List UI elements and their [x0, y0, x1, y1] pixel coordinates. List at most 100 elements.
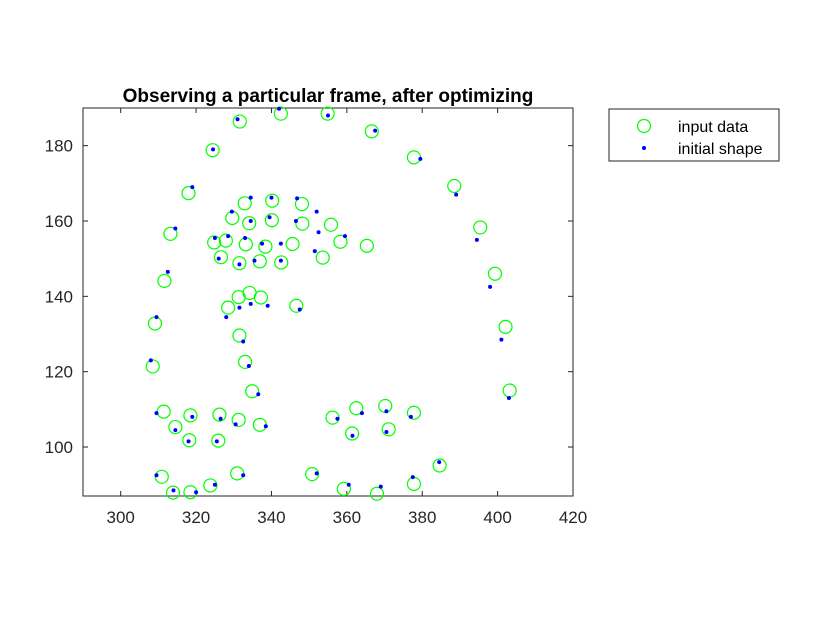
initial-shape-point — [474, 237, 479, 242]
x-axis: 300 320 340 360 380 400 420 — [107, 108, 587, 527]
y-tick-label: 100 — [45, 438, 73, 457]
input-data-point — [381, 422, 396, 437]
initial-shape-point — [410, 475, 415, 480]
input-data-point — [406, 405, 422, 420]
input-data-point — [359, 238, 374, 253]
initial-shape-point — [384, 409, 389, 414]
x-tick-label: 380 — [408, 508, 436, 527]
input-data-point — [264, 213, 279, 228]
initial-shape-point — [314, 209, 319, 214]
input-data-point — [447, 178, 462, 194]
input-data-point — [285, 236, 300, 252]
input-data-point — [487, 266, 503, 281]
y-tick-label: 120 — [45, 363, 73, 382]
input-data-point — [432, 458, 447, 473]
input-data-point — [182, 433, 197, 448]
initial-shape-point — [154, 411, 159, 416]
x-tick-label: 320 — [182, 508, 210, 527]
input-data-point — [183, 408, 198, 423]
initial-shape-point — [312, 249, 317, 254]
x-tick-label: 400 — [483, 508, 511, 527]
input-data-point — [242, 216, 257, 231]
initial-shape-point — [314, 471, 319, 476]
initial-shape-point — [173, 226, 178, 231]
input-data-point — [320, 106, 335, 121]
input-data-point — [232, 114, 247, 129]
y-tick-label: 160 — [45, 212, 73, 231]
initial-shape-point — [248, 301, 253, 306]
x-tick-label: 360 — [333, 508, 361, 527]
initial-shape-point — [263, 424, 268, 429]
input-data-point — [165, 485, 181, 500]
initial-shape-point — [506, 396, 511, 401]
y-tick-label: 140 — [45, 287, 73, 306]
initial-shape-point — [226, 234, 231, 239]
initial-shape-point — [418, 156, 423, 161]
input-data-point — [237, 354, 253, 369]
initial-shape-point — [216, 256, 221, 261]
initial-shape-point — [293, 219, 298, 224]
initial-shape-point — [260, 241, 265, 246]
input-data-point — [333, 234, 348, 249]
input-data-point — [231, 290, 246, 305]
input-data-point — [232, 256, 247, 271]
input-data-point — [323, 217, 339, 232]
input-data-point — [168, 419, 183, 435]
input-data-point — [157, 273, 172, 289]
initial-shape-point — [252, 258, 257, 263]
initial-shape-point — [212, 482, 217, 487]
initial-shape-point — [408, 414, 413, 419]
initial-shape-point — [186, 439, 191, 444]
initial-shape-point — [211, 147, 216, 152]
initial-shape-point — [243, 235, 248, 240]
initial-shape-point — [359, 411, 364, 416]
initial-shape-point — [229, 209, 234, 214]
initial-shape-point — [241, 473, 246, 478]
initial-shape-point — [277, 106, 281, 111]
input-data-point — [181, 186, 196, 201]
input-data-point — [295, 216, 310, 231]
initial-shape-point — [194, 490, 199, 495]
initial-shape-point — [237, 262, 242, 267]
input-data-point — [274, 255, 289, 270]
initial-shape-point — [154, 315, 159, 320]
input-data-point — [473, 220, 488, 235]
input-data-point — [253, 290, 269, 305]
initial-shape-point — [269, 195, 274, 200]
initial-shape-point — [373, 128, 378, 133]
input-data-point — [232, 328, 247, 343]
input-data-point — [258, 239, 273, 254]
initial-shape-point — [454, 192, 459, 197]
initial-shape-point — [278, 258, 283, 263]
initial-shape-point — [350, 433, 355, 438]
chart-title: Observing a particular frame, after opti… — [123, 86, 534, 107]
initial-shape-point — [235, 117, 240, 122]
initial-shape-point — [248, 219, 253, 224]
initial-shape-point — [278, 241, 283, 246]
input-data-point — [207, 235, 222, 250]
initial-shape-point — [165, 269, 170, 274]
input-data-point — [273, 106, 288, 121]
initial-shape-point — [171, 488, 176, 493]
initial-shape-point — [342, 234, 347, 239]
initial-shape-point — [378, 484, 383, 489]
legend-label-input-data: input data — [678, 119, 748, 136]
initial-shape-point — [246, 364, 251, 369]
initial-shape-point — [316, 230, 321, 235]
initial-shape-point — [248, 195, 253, 200]
x-tick-label: 420 — [559, 508, 587, 527]
input-data-point — [498, 319, 513, 334]
input-data-point — [265, 193, 280, 208]
plot-area — [82, 107, 574, 497]
initial-shape-point — [267, 215, 272, 220]
input-data-point — [231, 412, 246, 428]
input-data-point — [289, 298, 304, 313]
legend-marker-input-data — [636, 118, 652, 134]
x-tick-label: 340 — [257, 508, 285, 527]
input-data-point — [305, 467, 320, 482]
initial-shape-point — [224, 315, 229, 320]
initial-shape-point — [346, 482, 351, 487]
input-data-point — [218, 233, 233, 248]
initial-shape-point — [154, 473, 159, 478]
